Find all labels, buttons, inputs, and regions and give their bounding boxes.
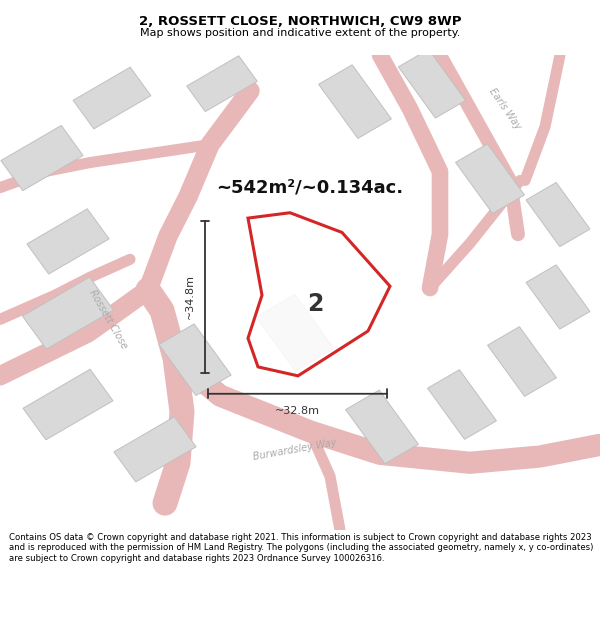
Polygon shape	[455, 144, 524, 214]
Text: Earls Way: Earls Way	[487, 86, 523, 131]
Text: ~32.8m: ~32.8m	[275, 406, 320, 416]
Polygon shape	[319, 65, 391, 138]
Text: ~34.8m: ~34.8m	[185, 274, 195, 319]
Polygon shape	[187, 56, 257, 112]
Polygon shape	[526, 182, 590, 247]
Polygon shape	[526, 265, 590, 329]
Polygon shape	[27, 209, 109, 274]
Polygon shape	[159, 324, 231, 396]
Polygon shape	[248, 213, 390, 376]
Polygon shape	[398, 49, 466, 118]
Polygon shape	[256, 294, 334, 371]
Text: ~542m²/~0.134ac.: ~542m²/~0.134ac.	[217, 179, 404, 197]
Text: Contains OS data © Crown copyright and database right 2021. This information is : Contains OS data © Crown copyright and d…	[9, 533, 593, 562]
Polygon shape	[1, 126, 83, 191]
Text: Burwardsley Way: Burwardsley Way	[253, 437, 338, 462]
Text: Map shows position and indicative extent of the property.: Map shows position and indicative extent…	[140, 29, 460, 39]
Text: 2: 2	[307, 292, 323, 316]
Polygon shape	[488, 327, 556, 396]
Polygon shape	[428, 370, 496, 439]
Polygon shape	[114, 417, 196, 482]
Polygon shape	[73, 67, 151, 129]
Polygon shape	[346, 390, 418, 464]
Text: Rossett Close: Rossett Close	[87, 288, 129, 351]
Text: 2, ROSSETT CLOSE, NORTHWICH, CW9 8WP: 2, ROSSETT CLOSE, NORTHWICH, CW9 8WP	[139, 16, 461, 28]
Polygon shape	[23, 369, 113, 440]
Polygon shape	[22, 277, 113, 349]
